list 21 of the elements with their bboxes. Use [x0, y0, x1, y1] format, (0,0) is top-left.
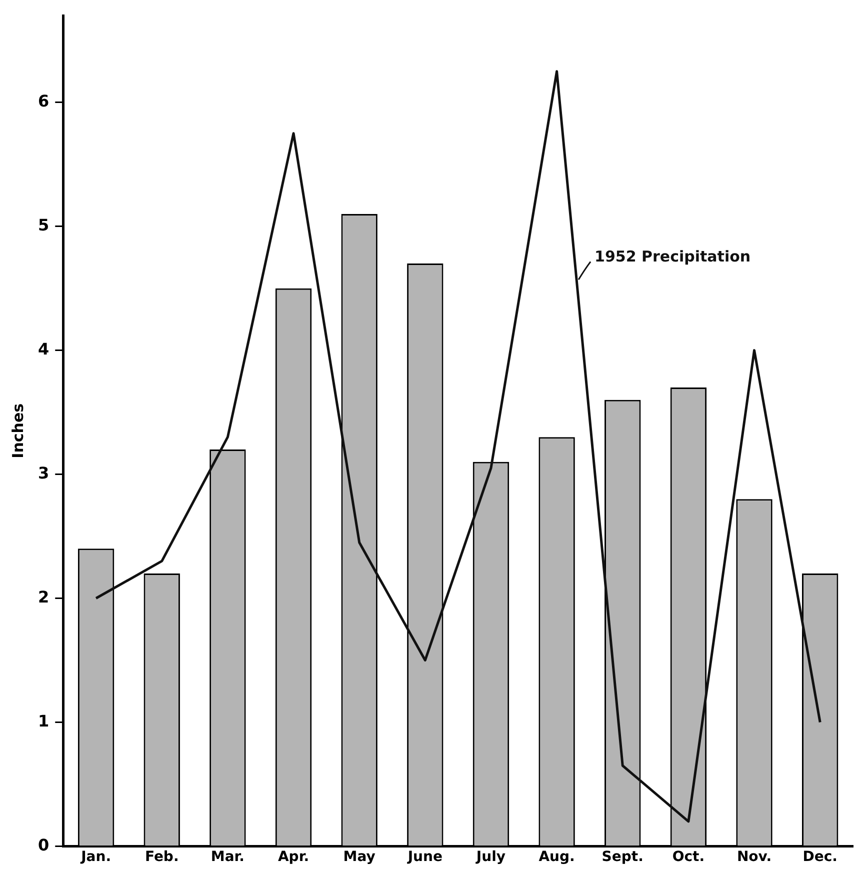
- x-tick-label: Sept.: [602, 849, 644, 866]
- y-tick-label: 5: [38, 216, 50, 235]
- x-tick-label: Mar.: [210, 849, 244, 866]
- x-tick-label: June: [406, 849, 442, 866]
- x-tick-label: May: [343, 849, 376, 866]
- x-tick-label: Oct.: [672, 849, 705, 866]
- x-tick-label: Dec.: [802, 849, 838, 866]
- y-tick-label: 3: [38, 463, 50, 482]
- y-axis-title: Inches: [8, 403, 27, 458]
- x-tick-label: Nov.: [736, 849, 772, 866]
- x-tick-label: July: [475, 849, 506, 866]
- y-tick-label: 6: [38, 92, 50, 111]
- x-tick-label: Apr.: [278, 849, 310, 866]
- x-tick-label: Jan.: [80, 849, 112, 866]
- y-tick-label: 0: [38, 835, 50, 854]
- series-label: 1952 Precipitation: [594, 248, 751, 266]
- y-tick-label: 2: [38, 587, 50, 606]
- y-tick-label: 4: [38, 339, 50, 358]
- x-tick-label: Feb.: [144, 849, 179, 866]
- x-tick-label: Aug.: [538, 849, 575, 866]
- y-tick-label: 1: [38, 711, 50, 730]
